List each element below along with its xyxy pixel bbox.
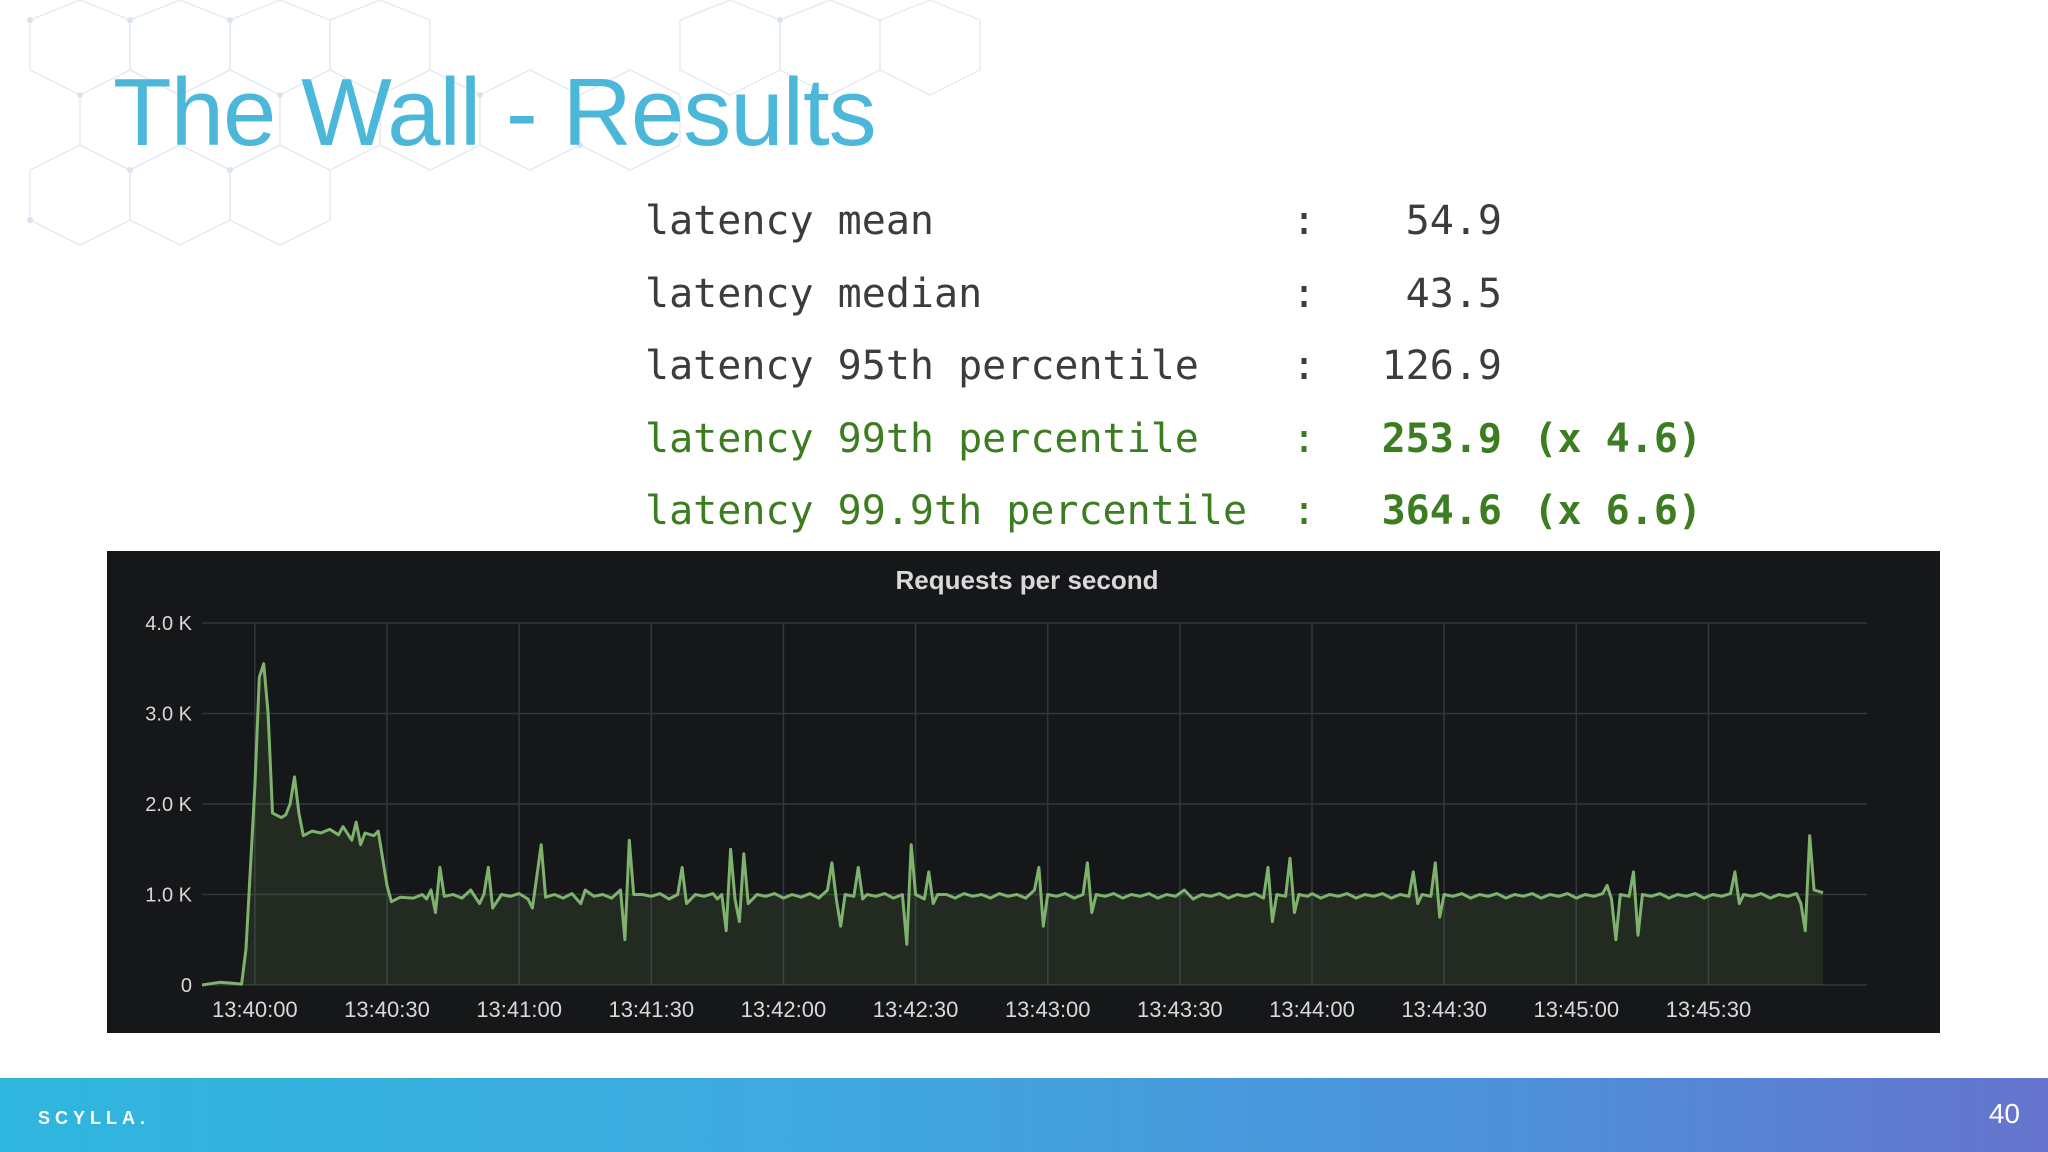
- stat-colon: :: [1292, 270, 1317, 317]
- y-tick-label: 2.0 K: [145, 794, 192, 816]
- x-tick-label: 13:44:00: [1269, 997, 1355, 1022]
- x-tick-label: 13:44:30: [1401, 997, 1487, 1022]
- y-tick-label: 0: [181, 975, 192, 997]
- stat-row-latency-99-9th: latency 99.9th percentile : 364.6 (x 6.6…: [645, 488, 1705, 561]
- x-tick-label: 13:42:00: [741, 997, 827, 1022]
- x-tick-label: 13:45:00: [1533, 997, 1619, 1022]
- x-tick-label: 13:40:00: [212, 997, 298, 1022]
- chart-grid: [202, 622, 1867, 986]
- stat-colon: :: [1292, 415, 1317, 462]
- stat-row-latency-median: latency median : 43.5: [645, 271, 1705, 344]
- stat-label: latency 99.9th percentile: [645, 488, 1248, 534]
- requests-chart: Requests per second 0 1.0 K 2.0 K 3.0 K 4.0 …: [145, 565, 1867, 1022]
- stat-row-latency-95th: latency 95th percentile : 126.9: [645, 343, 1705, 416]
- chart-axes: 0 1.0 K 2.0 K 3.0 K 4.0 K 13:40:00 13:40:30 13:…: [145, 613, 1751, 1022]
- scylla-logo: SCYLLA.: [38, 1108, 151, 1128]
- stat-value: 43.5: [1405, 270, 1502, 317]
- stat-value: 54.9: [1405, 198, 1502, 244]
- y-tick-label: 4.0 K: [145, 613, 192, 635]
- slide-title: The Wall - Results: [113, 59, 877, 166]
- chart-series: [201, 662, 1824, 987]
- x-tick-label: 13:43:00: [1005, 997, 1091, 1022]
- stat-label: latency 95th percentile: [645, 343, 1199, 389]
- footer-bar: SCYLLA. 40: [0, 1078, 2048, 1152]
- stat-factor: (x 4.6): [1533, 415, 1702, 462]
- x-tick-label: 13:41:30: [608, 997, 694, 1022]
- stat-value: 126.9: [1381, 343, 1502, 389]
- series-area-fill: [202, 663, 1823, 985]
- x-tick-label: 13:45:30: [1666, 997, 1752, 1022]
- latency-stats: latency mean : 54.9 latency median : 43.…: [645, 198, 1705, 561]
- stat-colon: :: [1292, 343, 1317, 389]
- stat-factor: (x 6.6): [1533, 488, 1702, 534]
- stat-value: 253.9: [1381, 415, 1502, 462]
- series-line: [201, 662, 1824, 987]
- requests-chart-panel: Requests per second 0 1.0 K 2.0 K 3.0 K 4.0 …: [107, 551, 1940, 1033]
- x-tick-label: 13:41:00: [476, 997, 562, 1022]
- chart-title: Requests per second: [896, 565, 1159, 595]
- x-tick-label: 13:40:30: [344, 997, 430, 1022]
- stat-colon: :: [1292, 488, 1317, 534]
- page-number: 40: [1988, 1098, 2020, 1129]
- x-tick-label: 13:42:30: [873, 997, 959, 1022]
- stat-value: 364.6: [1381, 488, 1502, 534]
- stat-colon: :: [1292, 198, 1317, 244]
- stat-label: latency median: [645, 270, 983, 317]
- y-tick-label: 1.0 K: [145, 885, 192, 907]
- stat-row-latency-mean: latency mean : 54.9: [645, 198, 1705, 271]
- stat-label: latency mean: [645, 198, 934, 244]
- hexagon-background-pattern: [27, 0, 981, 246]
- stat-row-latency-99th: latency 99th percentile : 253.9 (x 4.6): [645, 416, 1705, 489]
- stat-label: latency 99th percentile: [645, 415, 1199, 462]
- y-tick-label: 3.0 K: [145, 704, 192, 726]
- x-tick-label: 13:43:30: [1137, 997, 1223, 1022]
